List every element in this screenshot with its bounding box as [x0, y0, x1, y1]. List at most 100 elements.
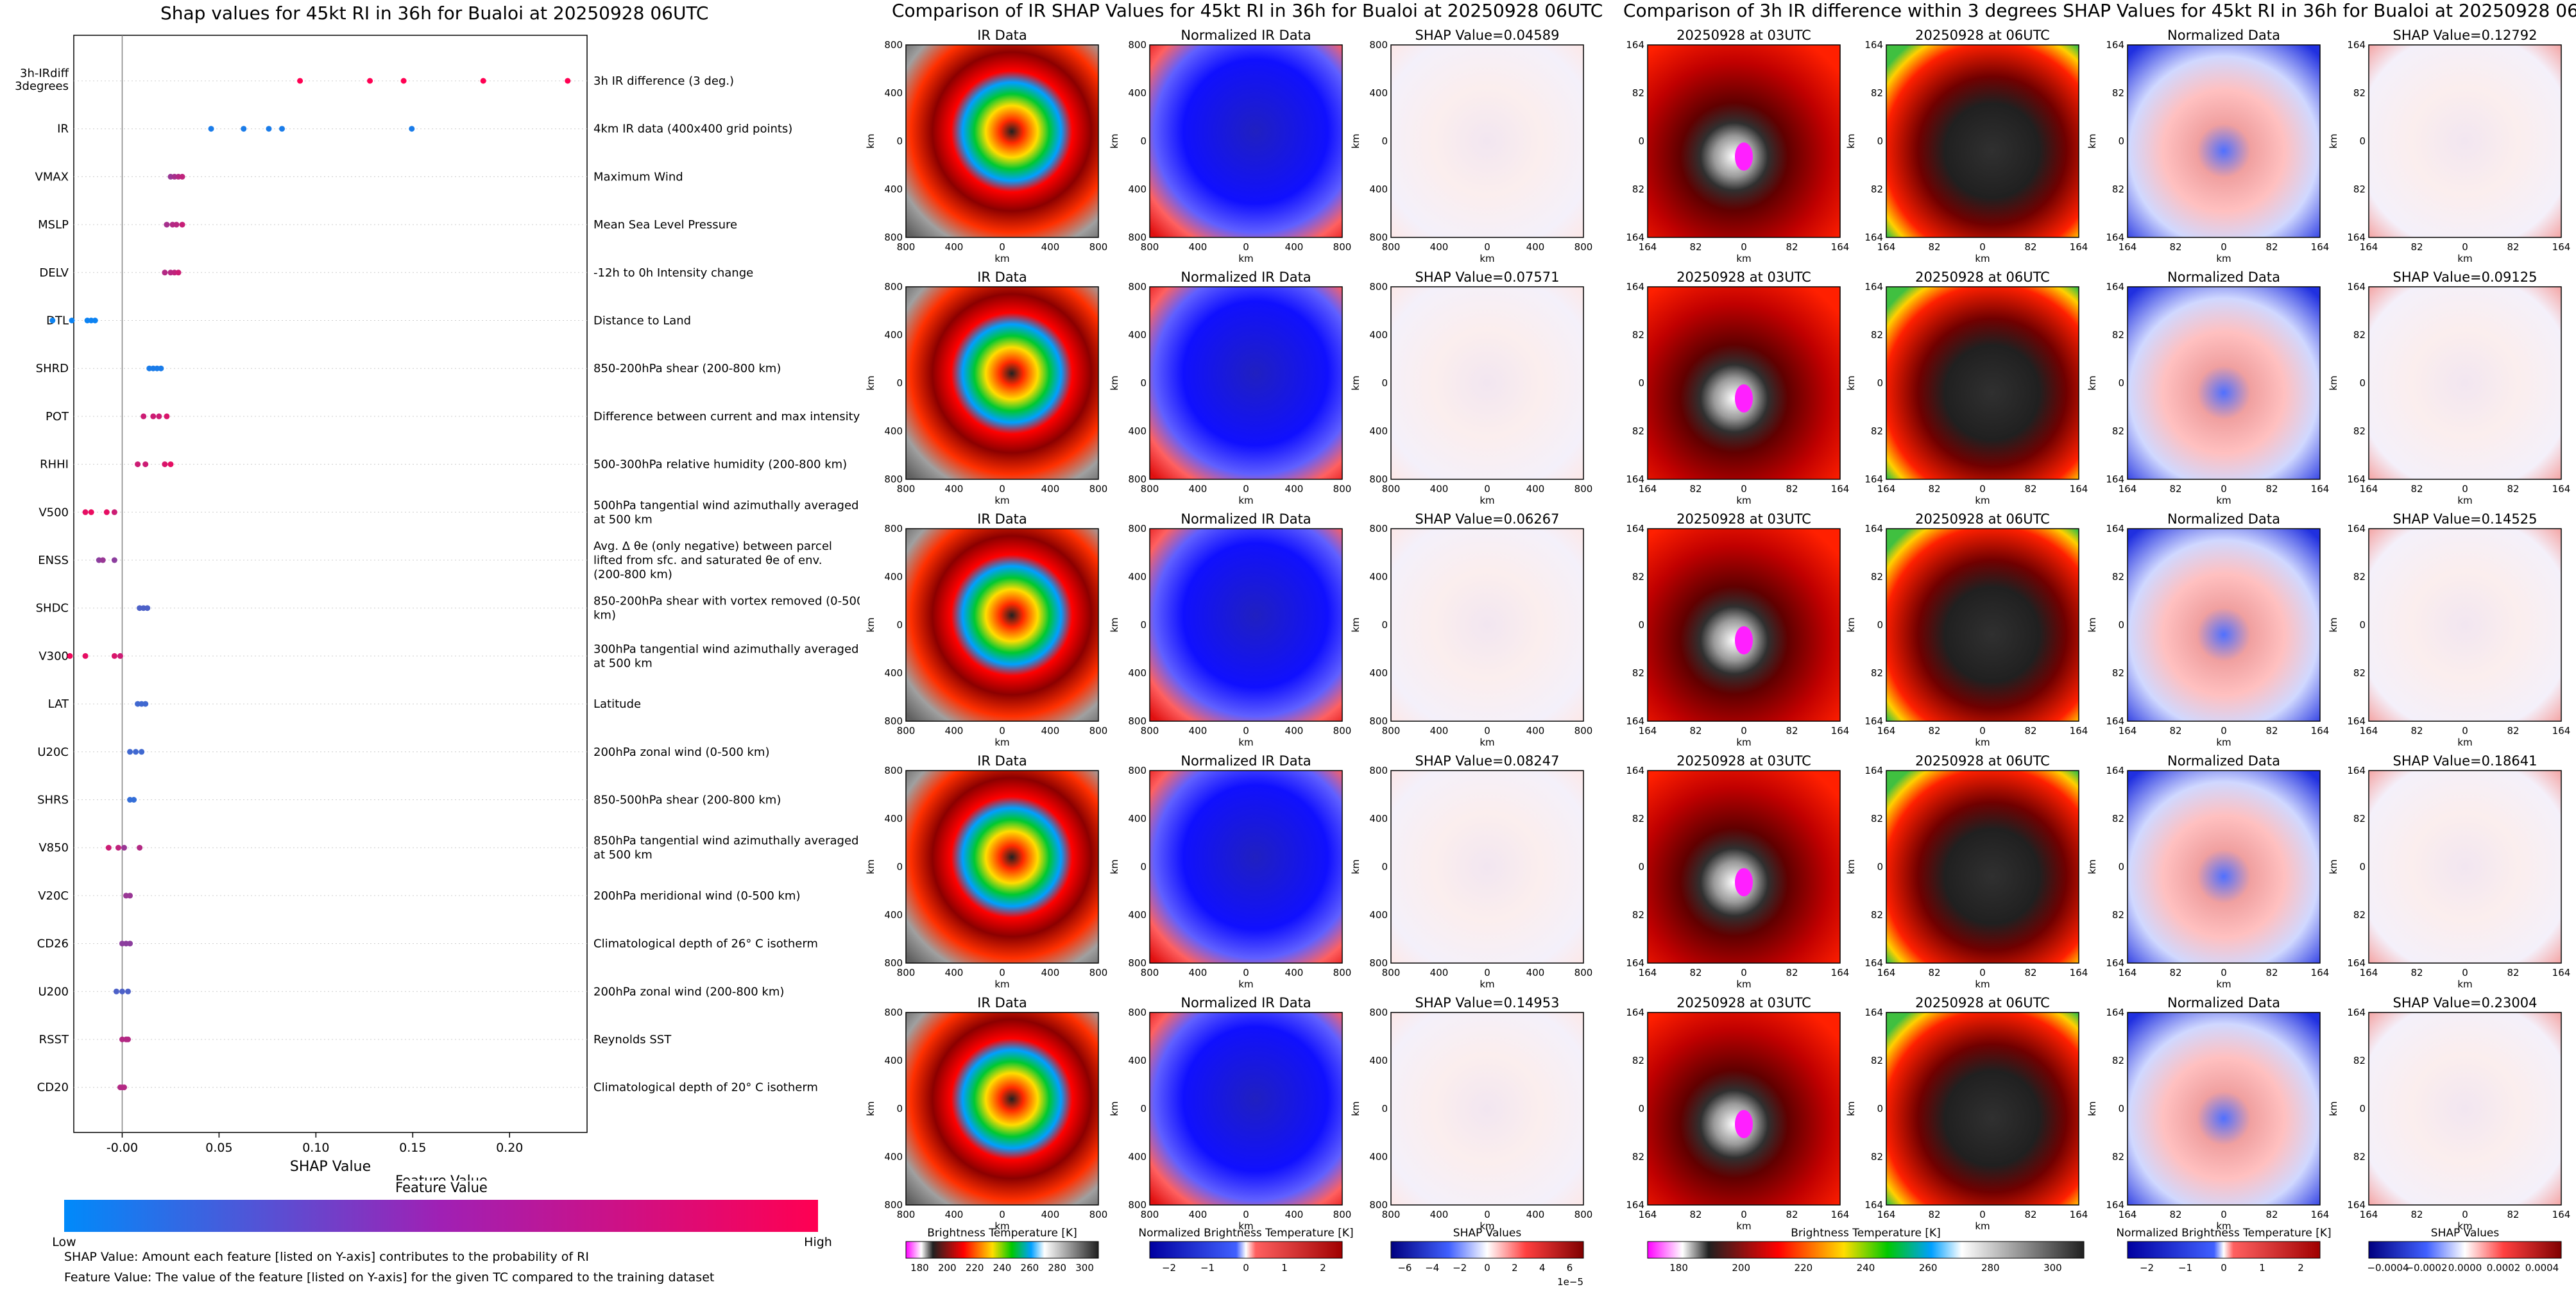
x-tick-label: 0 — [999, 967, 1005, 978]
y-tick-label: 82 — [2353, 425, 2366, 437]
x-tick-label: 164 — [1831, 241, 1850, 253]
feature-description: Mean Sea Level Pressure — [593, 218, 737, 232]
image-panel — [2127, 44, 2321, 238]
colorbar-tick: −1 — [2178, 1262, 2192, 1274]
x-tick-label: 0 — [2221, 967, 2227, 978]
x-tick-label: 800 — [1333, 483, 1352, 495]
y-axis-label: km — [866, 617, 876, 632]
y-tick-label: 82 — [1871, 1151, 1883, 1163]
feature-description: 500hPa tangential wind azimuthally avera… — [593, 499, 858, 512]
colorbar-tick: 300 — [1075, 1262, 1094, 1274]
y-axis-label: km — [1350, 859, 1361, 874]
feature-label: CD20 — [37, 1081, 69, 1095]
colorbar-bar — [1149, 1241, 1343, 1259]
x-tick-label: 0 — [999, 241, 1005, 253]
image-panel — [1886, 44, 2079, 238]
x-tick-label: 82 — [1928, 483, 1940, 495]
colorbar-tick: 280 — [1981, 1262, 2000, 1274]
shap-point — [565, 78, 571, 84]
x-tick-label: 82 — [1786, 483, 1798, 495]
colorbar-tick: 2 — [1320, 1262, 1326, 1274]
x-tick-label: 82 — [1928, 967, 1940, 978]
shap-point — [111, 557, 117, 563]
y-tick-label: 0 — [1638, 861, 1644, 873]
x-tick-label: 0 — [1484, 1209, 1490, 1220]
feature-label: DTL — [46, 314, 69, 328]
x-tick-label: 0.20 — [496, 1141, 523, 1155]
x-tick-label: 0 — [1484, 483, 1490, 495]
shap-point — [115, 844, 121, 851]
y-tick-label: 164 — [2347, 715, 2366, 727]
y-tick-label: 0 — [2118, 619, 2124, 631]
y-axis-label: km — [866, 859, 876, 874]
x-tick-label: 800 — [1333, 241, 1352, 253]
y-axis-label: km — [1350, 1101, 1361, 1116]
shap-point — [105, 844, 112, 851]
y-tick-label: 800 — [884, 765, 903, 776]
x-axis-label: km — [1238, 253, 1253, 264]
y-tick-label: 82 — [2112, 184, 2124, 195]
feature-description: 200hPa zonal wind (200-800 km) — [593, 985, 784, 998]
y-tick-label: 0 — [1381, 135, 1388, 147]
x-tick-label: 82 — [2265, 483, 2278, 495]
image-panel — [1886, 1012, 2079, 1206]
x-axis-label: km — [1736, 1220, 1751, 1232]
shap-point — [137, 844, 143, 851]
feature-description: at 500 km — [593, 656, 653, 670]
shap-point — [158, 365, 164, 371]
y-tick-label: 400 — [884, 909, 903, 921]
x-tick-label: 0 — [2462, 967, 2468, 978]
shap-point — [111, 653, 117, 659]
colorbar-tick: 0.0004 — [2525, 1262, 2559, 1274]
image-title: Normalized IR Data — [1181, 753, 1311, 769]
x-tick-label: 800 — [897, 725, 916, 737]
shap-point — [297, 78, 303, 84]
image-title: 20250928 at 06UTC — [1915, 269, 2050, 285]
y-tick-label: 0 — [896, 861, 903, 873]
y-axis-label: km — [1109, 133, 1120, 148]
y-tick-label: 164 — [2106, 1199, 2124, 1211]
x-tick-label: 0 — [1484, 241, 1490, 253]
y-tick-label: 164 — [1864, 1007, 1883, 1018]
y-tick-label: 164 — [1864, 523, 1883, 534]
x-tick-label: 400 — [1189, 725, 1207, 737]
shap-point — [127, 892, 133, 899]
x-tick-label: 400 — [1041, 241, 1060, 253]
x-tick-label: 164 — [1831, 725, 1850, 737]
y-tick-label: 164 — [1626, 232, 1644, 243]
x-tick-label: -0.00 — [107, 1141, 138, 1155]
feature-label: VMAX — [35, 170, 69, 184]
feature-description: Reynolds SST — [593, 1033, 672, 1046]
x-tick-label: 82 — [2507, 1209, 2519, 1220]
colorbar-label: SHAP Values — [2431, 1227, 2500, 1240]
y-tick-label: 400 — [1128, 1055, 1147, 1066]
shap-point — [121, 844, 127, 851]
x-tick-label: 164 — [2119, 725, 2137, 737]
feature-label: POT — [46, 410, 69, 423]
x-axis-label: km — [1480, 1220, 1494, 1232]
x-tick-label: 400 — [1526, 967, 1545, 978]
y-tick-label: 400 — [884, 1055, 903, 1066]
x-axis-label: km — [2216, 978, 2231, 990]
x-tick-label: 0 — [1979, 1209, 1986, 1220]
y-axis-label: km — [1617, 1101, 1618, 1116]
x-tick-label: 82 — [1928, 241, 1940, 253]
y-tick-label: 0 — [1381, 377, 1388, 389]
image-title: IR Data — [977, 995, 1027, 1011]
x-tick-label: 164 — [2119, 483, 2137, 495]
colorbar-tick: 240 — [993, 1262, 1012, 1274]
y-tick-label: 164 — [1864, 1199, 1883, 1211]
y-axis-label: km — [2086, 1101, 2098, 1116]
shap-point — [69, 318, 75, 323]
x-tick-label: 0 — [1243, 241, 1249, 253]
image-panel — [2127, 286, 2321, 480]
feature-description: -12h to 0h Intensity change — [593, 266, 753, 280]
image-title: 20250928 at 03UTC — [1676, 995, 1811, 1011]
x-tick-label: 400 — [945, 725, 964, 737]
y-tick-label: 800 — [1369, 957, 1388, 969]
y-tick-label: 800 — [884, 474, 903, 485]
colorbar-tick: 0 — [2221, 1262, 2227, 1274]
image-panel — [905, 44, 1099, 238]
y-tick-label: 800 — [1369, 1199, 1388, 1211]
feature-description: Latitude — [593, 697, 641, 711]
